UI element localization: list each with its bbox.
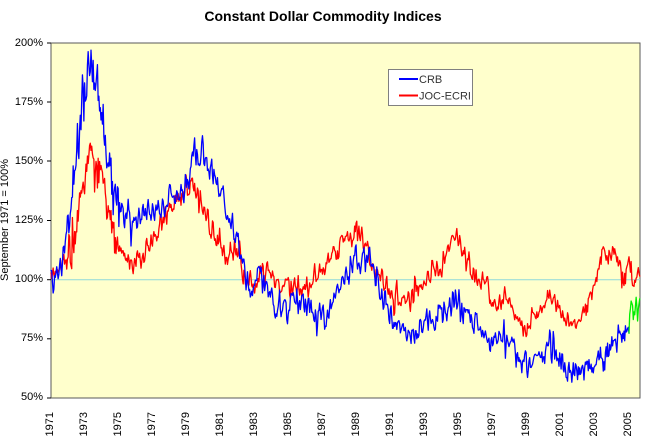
svg-text:CRB: CRB xyxy=(419,74,442,86)
svg-text:1999: 1999 xyxy=(520,412,532,436)
svg-text:1991: 1991 xyxy=(384,412,396,436)
svg-text:2001: 2001 xyxy=(554,412,566,436)
svg-text:1993: 1993 xyxy=(418,412,430,436)
svg-text:1979: 1979 xyxy=(180,412,192,436)
svg-text:1973: 1973 xyxy=(78,412,90,436)
svg-text:1997: 1997 xyxy=(486,412,498,436)
svg-text:JOC-ECRI: JOC-ECRI xyxy=(419,91,471,103)
svg-text:1983: 1983 xyxy=(248,412,260,436)
svg-text:2005: 2005 xyxy=(622,412,634,436)
svg-text:1971: 1971 xyxy=(44,412,56,436)
svg-text:1987: 1987 xyxy=(316,412,328,436)
svg-text:1985: 1985 xyxy=(282,412,294,436)
svg-text:1977: 1977 xyxy=(146,412,158,436)
svg-text:1995: 1995 xyxy=(452,412,464,436)
svg-text:2003: 2003 xyxy=(588,412,600,436)
svg-text:1975: 1975 xyxy=(112,412,124,436)
svg-text:1989: 1989 xyxy=(350,412,362,436)
svg-text:1981: 1981 xyxy=(214,412,226,436)
